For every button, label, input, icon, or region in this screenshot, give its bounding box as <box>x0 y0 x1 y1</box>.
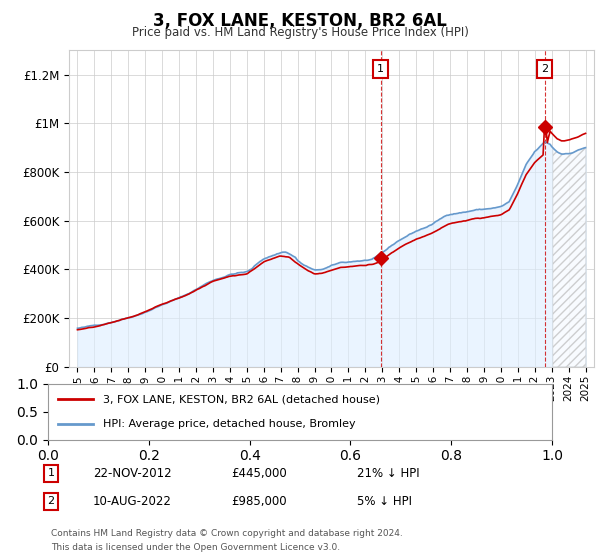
Text: 10-AUG-2022: 10-AUG-2022 <box>93 494 172 508</box>
Text: This data is licensed under the Open Government Licence v3.0.: This data is licensed under the Open Gov… <box>51 543 340 552</box>
Text: 2: 2 <box>541 64 548 74</box>
Text: £985,000: £985,000 <box>231 494 287 508</box>
Text: Price paid vs. HM Land Registry's House Price Index (HPI): Price paid vs. HM Land Registry's House … <box>131 26 469 39</box>
Text: 1: 1 <box>47 468 55 478</box>
Text: HPI: Average price, detached house, Bromley: HPI: Average price, detached house, Brom… <box>103 419 356 429</box>
Text: Contains HM Land Registry data © Crown copyright and database right 2024.: Contains HM Land Registry data © Crown c… <box>51 529 403 538</box>
Text: £445,000: £445,000 <box>231 466 287 480</box>
Text: 2: 2 <box>47 496 55 506</box>
Text: 3, FOX LANE, KESTON, BR2 6AL (detached house): 3, FOX LANE, KESTON, BR2 6AL (detached h… <box>103 394 380 404</box>
Text: 22-NOV-2012: 22-NOV-2012 <box>93 466 172 480</box>
Text: 3, FOX LANE, KESTON, BR2 6AL: 3, FOX LANE, KESTON, BR2 6AL <box>153 12 447 30</box>
Text: 21% ↓ HPI: 21% ↓ HPI <box>357 466 419 480</box>
Text: 1: 1 <box>377 64 384 74</box>
Text: 5% ↓ HPI: 5% ↓ HPI <box>357 494 412 508</box>
